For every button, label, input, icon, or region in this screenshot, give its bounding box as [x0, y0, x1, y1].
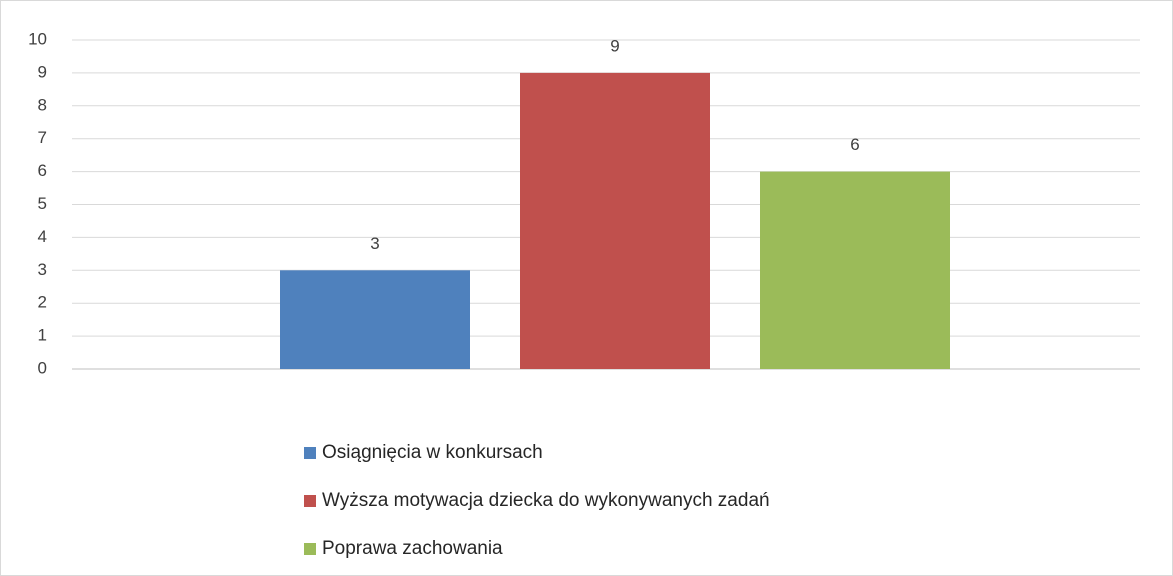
- legend-swatch: [304, 543, 316, 555]
- y-tick-label: 9: [38, 62, 47, 81]
- bar: [520, 72, 710, 370]
- y-tick-label: 3: [38, 260, 47, 279]
- data-label: 9: [610, 36, 619, 55]
- y-tick-label: 5: [38, 194, 47, 213]
- legend-text: Poprawa zachowania: [322, 538, 503, 559]
- legend-swatch: [304, 447, 316, 459]
- y-tick-label: 10: [28, 29, 47, 48]
- y-tick-label: 1: [38, 326, 47, 345]
- legend-text: Wyższa motywacja dziecka do wykonywanych…: [322, 490, 770, 511]
- y-tick-label: 4: [38, 227, 47, 246]
- y-tick-label: 2: [38, 293, 47, 312]
- y-tick-label: 6: [38, 161, 47, 180]
- legend-text: Osiągnięcia w konkursach: [322, 442, 543, 463]
- legend-swatch: [304, 495, 316, 507]
- bar: [760, 171, 950, 369]
- y-tick-label: 8: [38, 95, 47, 114]
- bar: [280, 270, 470, 369]
- data-label: 3: [370, 234, 379, 253]
- y-tick-label: 0: [38, 358, 47, 377]
- data-label: 6: [850, 135, 859, 154]
- y-tick-label: 7: [38, 128, 47, 147]
